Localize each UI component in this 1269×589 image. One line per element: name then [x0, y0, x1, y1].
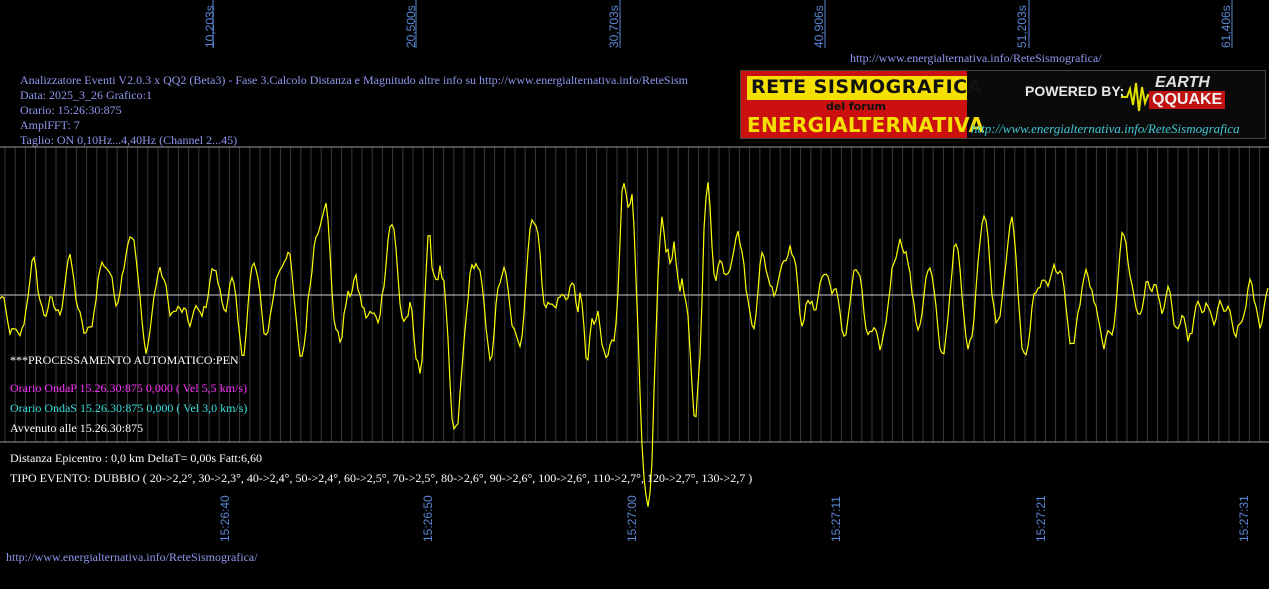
banner-earth-logo: EARTH — [1155, 74, 1210, 91]
epicenter-distance: Distanza Epicentro : 0,0 km DeltaT= 0,00… — [10, 451, 263, 465]
bottom-tick-label: 15:27:11 — [829, 496, 843, 542]
top-tick-label: 10,203s — [203, 5, 217, 48]
header-filter: Taglio: ON 0,10Hz...4,40Hz (Channel 2...… — [20, 133, 238, 147]
header-date: Data: 2025_3_26 Grafico:1 — [20, 88, 152, 102]
banner-quake-logo: QQUAKE — [1149, 91, 1226, 109]
seismic-trace — [0, 182, 1269, 507]
header-time: Orario: 15:26:30:875 — [20, 103, 122, 117]
banner-title: RETE SISMOGRAFICA — [751, 76, 983, 98]
header-ampl: AmplFFT: 7 — [20, 118, 80, 132]
header-title: Analizzatore Eventi V2.0.3 x QQ2 (Beta3)… — [20, 73, 688, 87]
event-type: TIPO EVENTO: DUBBIO ( 20->2,2°, 30->2,3°… — [10, 471, 753, 485]
banner-powered-by: POWERED BY: — [1025, 83, 1125, 99]
bottom-tick-label: 15:26:40 — [218, 495, 232, 542]
top-tick-label: 40,906s — [812, 5, 826, 48]
banner-forum-name: ENERGIALTERNATIVA — [747, 113, 985, 137]
bottom-tick-label: 15:27:21 — [1034, 495, 1048, 542]
bottom-tick-label: 15:26:50 — [421, 495, 435, 542]
top-tick-label: 20,500s — [404, 5, 418, 48]
grid-lines — [4, 0, 1261, 442]
banner-url[interactable]: http://www.energialternativa.info/ReteSi… — [971, 121, 1240, 136]
banner-subtitle: del forum — [826, 100, 886, 113]
bottom-tick-label: 15:27:31 — [1237, 495, 1251, 542]
onda-p-time: Orario OndaP 15.26.30:875 0,000 ( Vel 5,… — [10, 381, 247, 395]
top-tick-label: 61,406s — [1219, 5, 1233, 48]
processing-status: ***PROCESSAMENTO AUTOMATICO:PEN — [10, 353, 239, 367]
top-tick-label: 51,203s — [1015, 5, 1029, 48]
onda-s-time: Orario OndaS 15.26.30:875 0,000 ( Vel 3,… — [10, 401, 248, 415]
banner-yellow-strip — [747, 76, 967, 100]
bottom-tick-label: 15:27:00 — [625, 495, 639, 542]
rete-sismografica-banner: RETE SISMOGRAFICA del forum ENERGIALTERN… — [740, 70, 1266, 139]
bottom-url[interactable]: http://www.energialternativa.info/ReteSi… — [6, 550, 258, 564]
event-time: Avvenuto alle 15.26.30:875 — [10, 421, 144, 435]
top-url[interactable]: http://www.energialternativa.info/ReteSi… — [850, 51, 1102, 65]
top-tick-label: 30,703s — [607, 5, 621, 48]
